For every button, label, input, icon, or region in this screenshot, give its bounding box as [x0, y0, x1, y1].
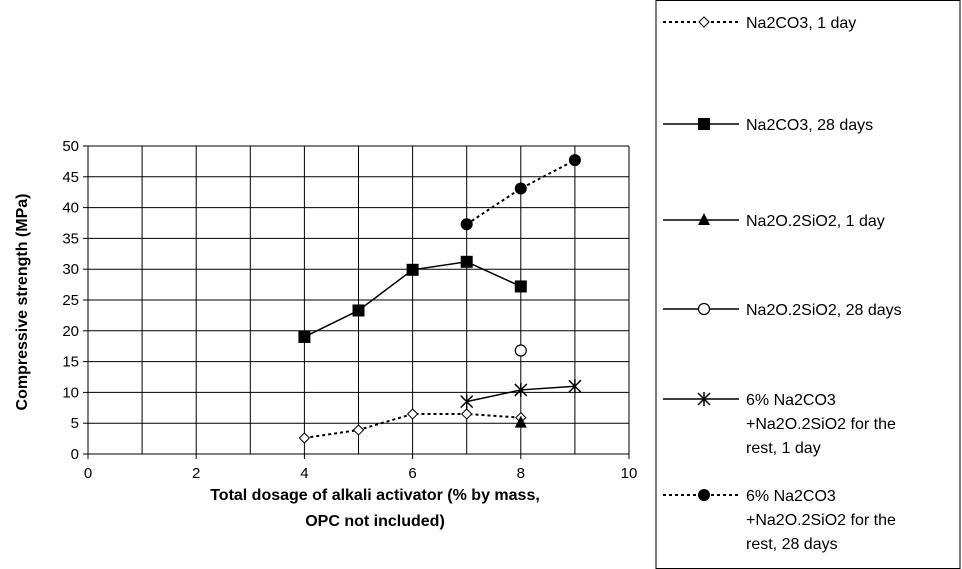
series-6 [460, 154, 581, 231]
y-tick-label: 50 [62, 138, 79, 155]
legend-label-line: 6% Na2CO3 [746, 392, 836, 409]
legend-label: 6% Na2CO3 +Na2O.2SiO2 for the rest, 28 day… [746, 488, 896, 553]
data-point [352, 424, 365, 436]
legend: Na2CO3, 1 day Na2CO3, 28 days Na2O.2SiO2, … [655, 0, 961, 569]
data-point [298, 330, 311, 343]
y-tick-labels: 0 5 10 15 20 25 30 35 40 45 50 [62, 138, 79, 463]
legend-box [655, 0, 961, 569]
legend-label-line: Na2CO3, 28 days [746, 117, 873, 134]
legend-marker [698, 213, 710, 225]
legend-label-line: +Na2O.2SiO2 for the [746, 512, 896, 529]
data-point [460, 408, 473, 420]
data-point [298, 432, 311, 444]
legend-item: 6% Na2CO3 +Na2O.2SiO2 for the rest, 1 day [663, 392, 896, 457]
data-point [514, 280, 527, 293]
data-point [568, 379, 582, 394]
data-point [460, 394, 474, 409]
x-tick-label: 2 [192, 465, 200, 482]
data-point [568, 154, 581, 167]
legend-label: Na2O.2SiO2, 28 days [746, 302, 902, 319]
x-axis-title: Total dosage of alkali activator (% by m… [210, 487, 540, 530]
x-tick-label: 8 [517, 465, 525, 482]
legend-label: 6% Na2CO3 +Na2O.2SiO2 for the rest, 1 day [746, 392, 896, 457]
legend-label-line: Na2O.2SiO2, 1 day [746, 213, 885, 230]
y-tick-label: 25 [62, 292, 79, 309]
legend-label-line: Na2O.2SiO2, 28 days [746, 302, 902, 319]
series-2 [298, 255, 527, 343]
y-axis-title: Compressive strength (MPa) [14, 194, 31, 411]
legend-item: Na2O.2SiO2, 28 days [663, 302, 902, 319]
series-1 [298, 408, 527, 444]
x-tick-label: 4 [300, 465, 308, 482]
legend-label-line: rest, 1 day [746, 440, 821, 457]
legend-label: Na2CO3, 1 day [746, 15, 856, 32]
legend-item: Na2CO3, 1 day [663, 15, 856, 32]
legend-item: Na2O.2SiO2, 1 day [663, 213, 885, 230]
legend-label: Na2O.2SiO2, 1 day [746, 213, 885, 230]
legend-label: Na2CO3, 28 days [746, 117, 873, 134]
data-point [514, 344, 527, 357]
data-point [352, 304, 365, 317]
y-tick-label: 30 [62, 261, 79, 278]
x-tick-label: 10 [621, 465, 638, 482]
legend-label-line: Na2CO3, 1 day [746, 15, 856, 32]
y-tick-label: 10 [62, 384, 79, 401]
y-tick-label: 0 [71, 446, 79, 463]
legend-label-line: rest, 28 days [746, 536, 838, 553]
y-tick-label: 15 [62, 354, 79, 371]
y-tick-label: 20 [62, 323, 79, 340]
legend-marker [697, 392, 711, 406]
data-point [460, 218, 473, 231]
data-point [514, 382, 528, 397]
data-point [514, 415, 527, 428]
data-point [406, 263, 419, 276]
x-tick-label: 6 [408, 465, 416, 482]
x-axis-title-line: OPC not included) [305, 513, 445, 530]
legend-label-line: 6% Na2CO3 [746, 488, 836, 505]
y-tick-label: 5 [71, 415, 79, 432]
x-axis-title-line: Total dosage of alkali activator (% by m… [210, 487, 540, 504]
legend-item: 6% Na2CO3 +Na2O.2SiO2 for the rest, 28 day… [663, 488, 896, 553]
grid [88, 145, 629, 454]
series-5 [460, 379, 582, 409]
y-tick-label: 35 [62, 230, 79, 247]
x-tick-labels: 0 2 4 6 8 10 [84, 465, 638, 482]
legend-label-line: +Na2O.2SiO2 for the [746, 416, 896, 433]
y-tick-label: 45 [62, 169, 79, 186]
legend-marker [698, 16, 710, 28]
series-line [304, 412, 521, 439]
legend-marker [698, 118, 710, 130]
legend-marker [698, 489, 710, 501]
legend-marker [697, 302, 711, 316]
data-point [460, 255, 473, 268]
data-point [514, 182, 527, 195]
axes [83, 145, 630, 459]
series-layer [298, 154, 582, 444]
data-point [406, 408, 419, 420]
y-tick-label: 40 [62, 200, 79, 217]
x-tick-label: 0 [84, 465, 92, 482]
series-4 [514, 344, 527, 357]
series-3 [514, 415, 527, 428]
legend-item: Na2CO3, 28 days [663, 117, 873, 134]
